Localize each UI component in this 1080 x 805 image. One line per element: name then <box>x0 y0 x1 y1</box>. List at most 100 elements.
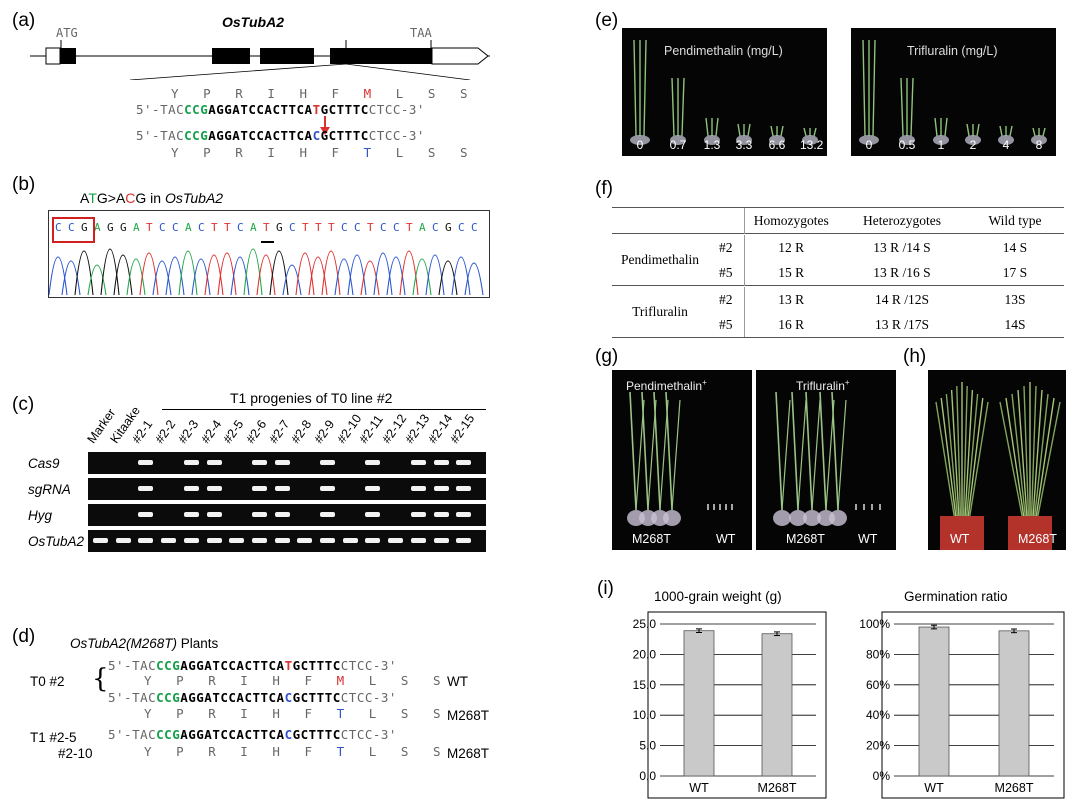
table-row: Pendimethalin #2 12 R 13 R /14 S 14 S <box>612 235 1064 267</box>
lane-label: #2-4 <box>198 417 224 446</box>
gel-band <box>433 512 449 517</box>
base-call: A <box>250 221 257 234</box>
pam-highlight-box <box>52 217 95 243</box>
gel-band <box>206 460 222 465</box>
panel-label-a: (a) <box>12 10 36 31</box>
resistant-plant <box>663 391 681 526</box>
y-tick-label: 20% <box>866 739 890 753</box>
x-category-label: WT <box>689 781 709 795</box>
gel-band <box>161 538 177 543</box>
table-cell: 15 R <box>778 264 805 280</box>
table-header-row: Homozygotes Heterozygotes Wild type <box>612 208 1064 234</box>
panel-label-e: (e) <box>595 10 619 31</box>
dose-label: 13.2 <box>800 138 824 152</box>
gel-band <box>388 538 404 543</box>
dose-label: 6.6 <box>768 138 786 152</box>
mature-plant <box>999 382 1061 519</box>
y-tick-label: 15.0 <box>633 678 657 692</box>
trace-peak <box>191 258 211 296</box>
base-call: C <box>55 221 62 234</box>
trace-peak <box>152 260 172 296</box>
base-call: C <box>159 221 166 234</box>
gel-band <box>365 460 381 465</box>
panel-label-f: (f) <box>595 178 613 199</box>
gel-strip <box>88 530 486 552</box>
g-left-title: Pendimethalin+ <box>626 378 707 393</box>
dose-label: 1 <box>937 138 945 152</box>
gel-band <box>115 538 131 543</box>
resistant-plant <box>789 391 807 526</box>
x-category-label: WT <box>924 781 944 795</box>
base-call: T <box>224 221 231 234</box>
x-category-label: M268T <box>995 781 1034 795</box>
y-tick-label: 0% <box>873 769 891 783</box>
trace-peak <box>165 256 185 296</box>
gene-name: OsTubA2 <box>222 14 284 30</box>
trace-peak <box>126 258 146 296</box>
base-call: T <box>211 221 218 234</box>
trace-peak <box>49 256 68 296</box>
base-call: G <box>120 221 127 234</box>
error-bar <box>1011 628 1017 634</box>
gel-band <box>138 538 154 543</box>
trace-peak <box>217 252 237 296</box>
base-call: C <box>393 221 400 234</box>
table-cell: 12 R <box>778 239 805 255</box>
base-call: C <box>237 221 244 234</box>
t1-label-2: #2-10 <box>58 746 93 761</box>
gel-strip <box>88 478 486 500</box>
gel-band <box>410 486 426 491</box>
trace-peak <box>451 256 471 296</box>
pot <box>940 516 984 550</box>
trace-peak <box>113 254 133 296</box>
mature-plants-photo: WT M268T <box>928 370 1066 550</box>
panel-label-i: (i) <box>597 578 614 599</box>
seedling <box>704 117 720 145</box>
trace-peak <box>282 264 302 296</box>
pot <box>1008 516 1052 550</box>
gel-band <box>229 538 245 543</box>
group-trifluralin: Trifluralin <box>632 304 688 319</box>
dose-label: 0 <box>636 138 644 152</box>
y-tick-label: 40% <box>866 708 890 722</box>
base-call: C <box>289 221 296 234</box>
base-call: C <box>172 221 179 234</box>
base-call: A <box>94 221 101 234</box>
line-id: #5 <box>708 312 745 337</box>
base-call: C <box>198 221 205 234</box>
lane-label: #2-12 <box>379 411 410 446</box>
base-call: C <box>380 221 387 234</box>
gel-row-label: sgRNA <box>28 482 71 497</box>
trace-peak <box>256 254 276 296</box>
base-call: C <box>471 221 478 234</box>
g-left-wt: WT <box>716 532 736 546</box>
seedling <box>965 123 981 145</box>
base-call: A <box>133 221 140 234</box>
resistant-plant <box>803 391 821 526</box>
gel-row-label: Cas9 <box>28 456 60 471</box>
gel-band <box>251 512 267 517</box>
aa-seq-mutant: Y P R I H F T L S S <box>171 145 469 160</box>
gel-band <box>320 486 335 491</box>
pendimethalin-dose-photo: Pendimethalin (mg/L) 0 0.7 1.3 3.3 6.6 13.2 <box>622 28 827 156</box>
seedling-images <box>630 39 818 145</box>
base-call: C <box>354 221 361 234</box>
gel-row-label: OsTubA2 <box>28 534 85 549</box>
gel-band <box>93 538 108 543</box>
table-cell: 13 R /17S <box>874 316 929 332</box>
gel-band <box>433 460 449 465</box>
line-id: #2 <box>708 235 745 260</box>
trace-peak <box>373 252 393 296</box>
germination-chart: 0% 20% 40% 60% 80% 100% WT M268T <box>859 611 1065 799</box>
trace-peak <box>87 264 107 296</box>
trace-peak <box>308 256 328 296</box>
base-call: C <box>458 221 465 234</box>
trace-peak <box>334 258 354 296</box>
base-call: T <box>328 221 335 234</box>
gel-band <box>138 486 154 491</box>
base-call: T <box>302 221 309 234</box>
gel-row-label: Hyg <box>28 508 53 523</box>
gel-band <box>251 538 267 543</box>
col-header-wildtype: Wild type <box>988 212 1042 228</box>
